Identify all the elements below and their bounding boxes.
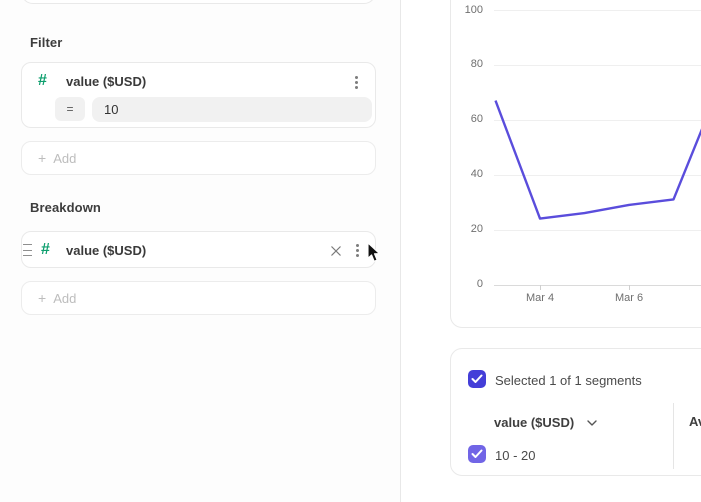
- check-icon: [471, 449, 483, 458]
- segment-row-checkbox[interactable]: [468, 445, 486, 463]
- filter-heading: Filter: [30, 35, 63, 50]
- filter-value-input[interactable]: [92, 97, 372, 122]
- selected-segments-summary: Selected 1 of 1 segments: [495, 373, 642, 388]
- gridline: [494, 174, 701, 176]
- kebab-menu-icon[interactable]: [356, 249, 359, 252]
- close-icon[interactable]: [330, 245, 342, 257]
- drag-handle-icon[interactable]: [23, 244, 32, 256]
- breakdown-card[interactable]: # value ($USD): [21, 231, 376, 268]
- y-axis-tick-label: 100: [464, 3, 483, 16]
- segment-column-header[interactable]: value ($USD): [494, 414, 597, 430]
- chevron-down-icon: [587, 414, 597, 429]
- gridline: [494, 284, 701, 286]
- kebab-menu-icon[interactable]: [355, 81, 358, 84]
- gridline: [494, 119, 701, 121]
- breakdown-heading: Breakdown: [30, 200, 101, 215]
- add-filter-button[interactable]: + Add: [21, 141, 376, 175]
- previous-card-bottom-edge: [21, 0, 376, 4]
- chart-line-series: [494, 100, 701, 220]
- aggregate-column-header: Av: [689, 414, 701, 429]
- x-axis-tick-mark: [629, 284, 630, 290]
- x-axis-tick-label: Mar 6: [614, 292, 644, 304]
- panel-divider: [400, 0, 401, 502]
- gridline: [494, 10, 701, 11]
- column-divider: [673, 403, 674, 469]
- line-chart-card: 0 20 40 60 80 100 Mar 4 Mar 6: [450, 0, 701, 328]
- y-axis-tick-label: 60: [470, 113, 483, 126]
- gridline: [494, 64, 701, 66]
- x-axis-tick-label: Mar 4: [525, 292, 555, 304]
- y-axis-tick-label: 20: [470, 223, 483, 236]
- filter-property-name[interactable]: value ($USD): [66, 74, 147, 89]
- plus-icon: +: [38, 290, 47, 306]
- add-breakdown-button[interactable]: + Add: [21, 281, 376, 315]
- number-property-icon: #: [38, 72, 47, 89]
- y-axis-tick-label: 0: [476, 278, 483, 290]
- add-filter-label: Add: [53, 151, 77, 166]
- add-breakdown-label: Add: [53, 291, 77, 306]
- filter-card[interactable]: # value ($USD) =: [21, 62, 376, 128]
- select-all-checkbox[interactable]: [468, 370, 486, 388]
- segment-row-label: 10 - 20: [495, 448, 536, 463]
- x-axis-tick-mark: [540, 284, 541, 290]
- query-builder-panel: Filter # value ($USD) = + Add Breakdown #…: [21, 0, 376, 315]
- segment-column-header-label: value ($USD): [494, 415, 575, 430]
- filter-operator-button[interactable]: =: [55, 97, 85, 121]
- breakdown-property-name[interactable]: value ($USD): [66, 243, 147, 258]
- segments-table-card: Selected 1 of 1 segments value ($USD) Av…: [450, 348, 701, 476]
- plus-icon: +: [38, 150, 47, 166]
- check-icon: [471, 374, 483, 383]
- gridline: [494, 229, 701, 231]
- y-axis-tick-label: 40: [470, 168, 483, 181]
- number-property-icon: #: [41, 241, 50, 258]
- y-axis-tick-label: 80: [470, 58, 483, 71]
